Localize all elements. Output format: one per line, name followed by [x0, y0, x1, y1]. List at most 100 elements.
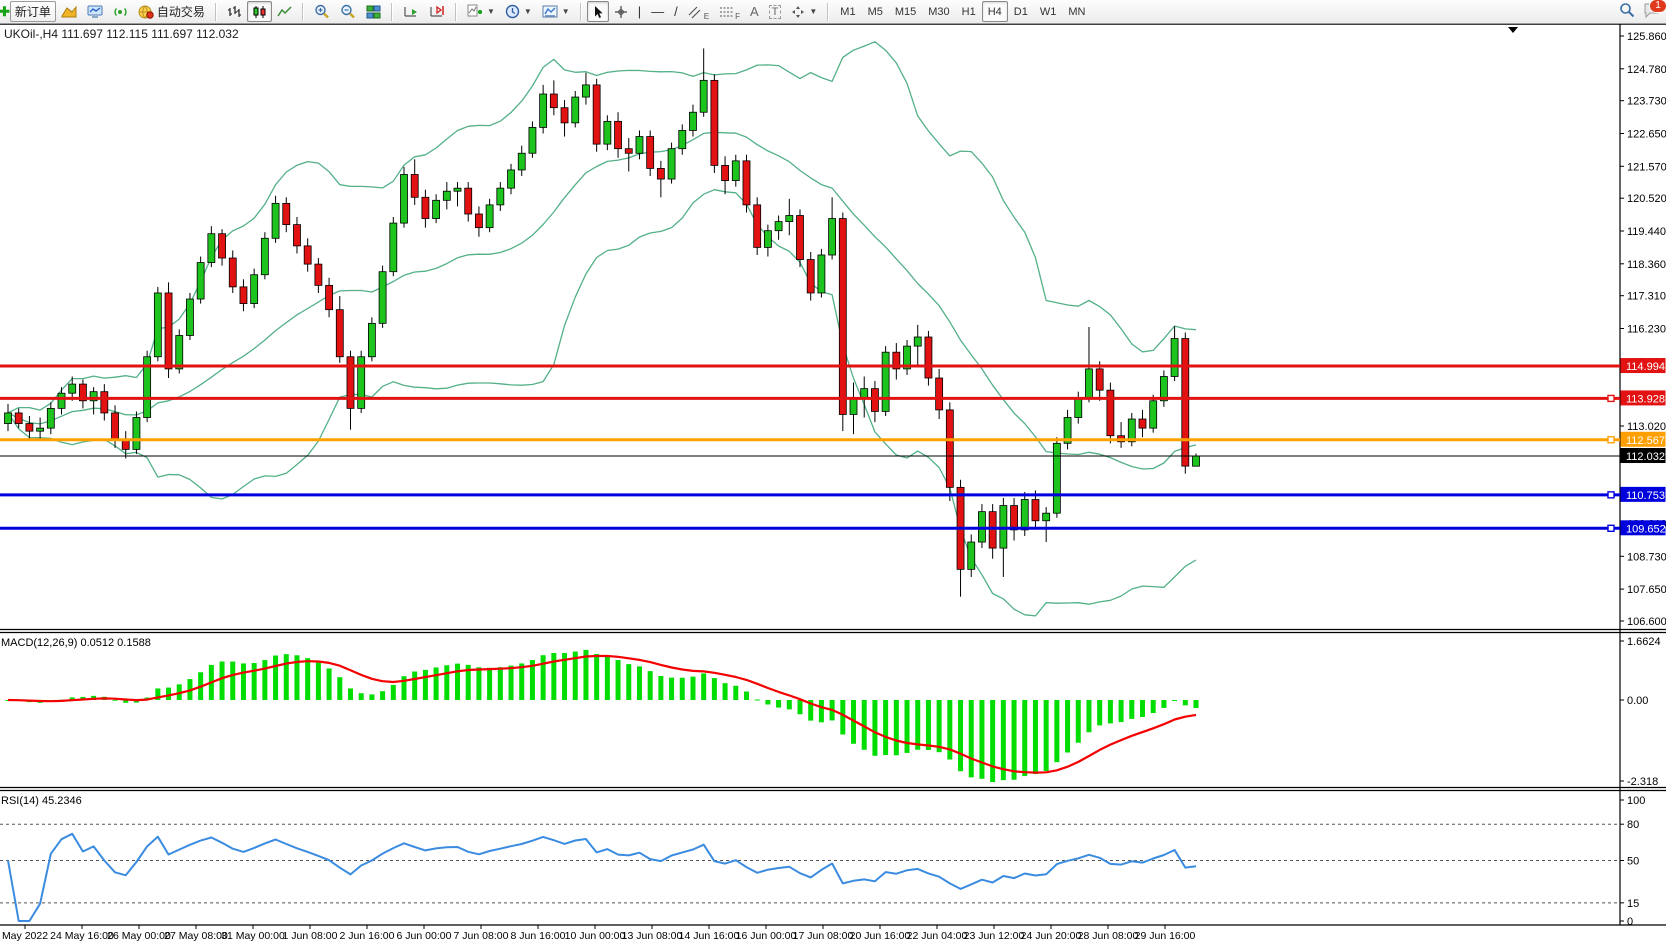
timeframe-button-d1[interactable]: D1	[1013, 5, 1028, 18]
candle	[678, 130, 687, 150]
chat-button[interactable]: 1	[1643, 0, 1666, 21]
text-label-icon: T	[768, 4, 782, 19]
main-toolbar: ✚ 新订单	[0, 0, 1666, 24]
tile-windows-button[interactable]	[361, 1, 386, 22]
candle	[635, 136, 644, 154]
macd-bar	[123, 700, 129, 703]
candle	[988, 511, 997, 549]
macd-bar	[540, 655, 546, 700]
timeframe-button-mn[interactable]: MN	[1068, 5, 1086, 18]
candle	[924, 336, 933, 379]
candle	[849, 397, 858, 415]
svg-text:MACD(12,26,9) 0.0512 0.1588: MACD(12,26,9) 0.0512 0.1588	[1, 637, 151, 649]
svg-text:117.310: 117.310	[1627, 291, 1666, 303]
text-label-tool-button[interactable]: T	[764, 1, 787, 22]
macd-bar	[347, 688, 353, 700]
signals-button[interactable]	[108, 1, 133, 22]
candle	[806, 259, 815, 294]
macd-bar	[508, 665, 514, 700]
bar-chart-button[interactable]	[222, 1, 247, 22]
macd-bar	[583, 649, 589, 700]
svg-text:121.570: 121.570	[1627, 161, 1666, 173]
macd-bar	[390, 684, 396, 700]
svg-text:109.652: 109.652	[1626, 523, 1666, 535]
candle	[785, 215, 794, 222]
toolbar-separator	[827, 2, 830, 21]
candle	[1159, 376, 1168, 402]
new-order-button[interactable]: 新订单	[9, 1, 56, 22]
periods-button[interactable]: ▼	[500, 1, 537, 22]
horizontal-line-tool-button[interactable]: —	[646, 1, 669, 22]
line-chart-icon	[277, 5, 292, 19]
candle	[539, 93, 548, 128]
candle	[571, 96, 580, 124]
macd-bar	[1193, 700, 1199, 709]
macd-bar	[1150, 700, 1156, 714]
candle	[614, 120, 622, 150]
crosshair-tool-button[interactable]	[609, 1, 633, 22]
timeframe-button-m30[interactable]: M30	[928, 5, 950, 18]
candle	[271, 202, 280, 239]
hline-handle	[1607, 394, 1615, 403]
zoom-in-icon	[314, 4, 330, 19]
timeframe-button-h4[interactable]: H4	[981, 1, 1008, 22]
candle	[1170, 338, 1179, 377]
timeframe-button-m5[interactable]: M5	[867, 5, 883, 18]
text-tool-button[interactable]: A	[745, 1, 764, 22]
zoom-in-button[interactable]	[309, 1, 335, 22]
macd-bar	[690, 676, 696, 700]
trendline-tool-button[interactable]: /	[669, 1, 683, 22]
timeframe-button-m15[interactable]: M15	[894, 5, 917, 18]
timeframe-button-h1[interactable]: H1	[961, 5, 976, 18]
auto-scroll-button[interactable]	[398, 1, 424, 22]
candlestick-chart-button[interactable]	[246, 1, 272, 22]
arrows-tool-button[interactable]: ▼	[786, 1, 822, 22]
macd-bar	[422, 669, 428, 700]
svg-text:17 Jun 08:00: 17 Jun 08:00	[793, 930, 854, 942]
market-watch-icon	[87, 5, 103, 19]
profiles-button[interactable]	[56, 1, 82, 22]
candle	[1010, 505, 1018, 531]
chart-shift-button[interactable]	[424, 1, 450, 22]
search-icon[interactable]	[1619, 2, 1635, 21]
autotrading-button[interactable]: 自动交易	[133, 1, 210, 22]
candle	[1031, 499, 1040, 522]
templates-button[interactable]: ▼	[537, 1, 575, 22]
macd-bar	[497, 667, 503, 700]
svg-text:-2.318: -2.318	[1627, 776, 1658, 788]
candle	[817, 254, 826, 294]
indicators-button[interactable]: ▼	[462, 1, 500, 22]
channel-tool-button[interactable]: E	[683, 1, 714, 22]
candle	[111, 412, 119, 441]
candle	[57, 392, 66, 409]
svg-text:6 Jun 00:00: 6 Jun 00:00	[397, 930, 452, 942]
market-watch-button[interactable]	[82, 1, 108, 22]
candle	[496, 187, 505, 206]
toolbar-separator	[301, 2, 304, 21]
periods-clock-icon	[505, 4, 520, 19]
zoom-out-button[interactable]	[335, 1, 361, 22]
candle	[646, 136, 655, 169]
svg-text:28 Jun 08:00: 28 Jun 08:00	[1078, 930, 1139, 942]
svg-text:1.6624: 1.6624	[1627, 636, 1661, 648]
cursor-tool-button[interactable]	[586, 1, 609, 22]
macd-bar	[1107, 700, 1113, 724]
macd-bar	[529, 660, 535, 700]
candle	[1106, 389, 1115, 437]
candle	[871, 388, 879, 412]
macd-bar	[711, 678, 717, 700]
macd-bar	[487, 667, 493, 700]
toolbar-separator	[579, 2, 582, 21]
vertical-line-tool-button[interactable]: |	[633, 1, 646, 22]
fibonacci-tool-button[interactable]: F	[714, 1, 745, 22]
timeframe-button-w1[interactable]: W1	[1039, 5, 1057, 18]
macd-bar	[380, 691, 386, 700]
macd-bar	[679, 677, 685, 700]
candle	[100, 391, 109, 414]
macd-bar	[155, 688, 161, 700]
timeframe-button-m1[interactable]: M1	[840, 5, 856, 18]
macd-bar	[893, 700, 899, 756]
candle	[79, 383, 87, 402]
line-chart-button[interactable]	[272, 1, 297, 22]
